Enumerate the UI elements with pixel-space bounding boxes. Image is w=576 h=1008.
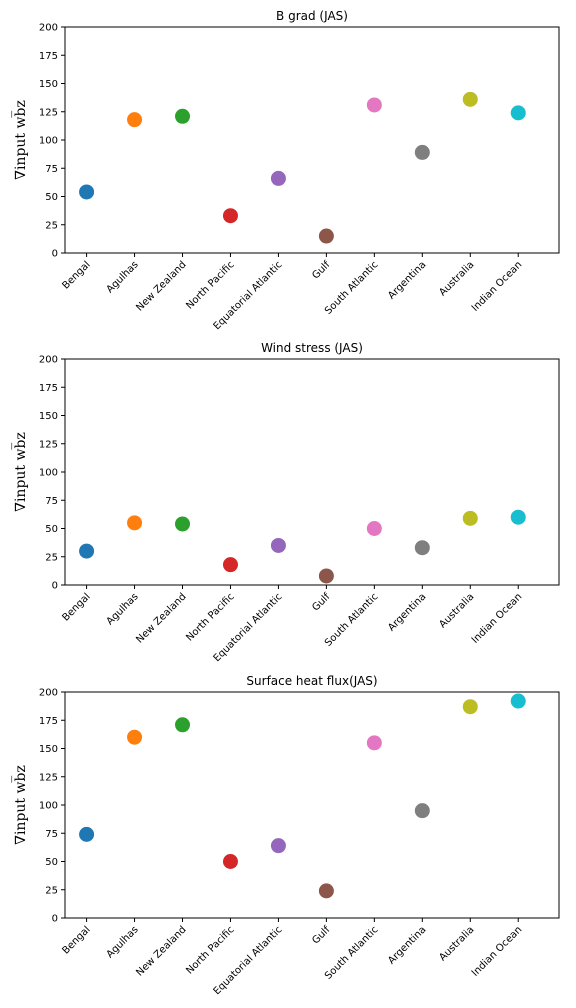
y-tick-label: 100 <box>39 468 58 479</box>
y-tick-label: 100 <box>39 801 58 812</box>
x-tick-label: Bengal <box>60 924 92 956</box>
data-point <box>127 729 143 745</box>
data-point <box>318 228 334 244</box>
data-point <box>175 717 191 733</box>
x-tick-label: Agulhas <box>105 591 141 627</box>
y-axis-label: ∇input wb̅z <box>10 100 29 180</box>
y-tick-label: 100 <box>39 136 58 147</box>
y-tick-label: 125 <box>39 107 58 118</box>
x-tick-label: Australia <box>437 924 476 963</box>
x-tick-label: Gulf <box>310 924 333 947</box>
chart-panel-2: Wind stress (JAS) ∇input wb̅z 0 25 50 75 100 12… <box>10 341 560 664</box>
data-point <box>270 838 286 854</box>
y-tick-label: 0 <box>52 914 58 925</box>
x-tick-label: Gulf <box>310 591 333 614</box>
data-point <box>79 826 95 842</box>
y-tick-label: 25 <box>45 552 58 563</box>
data-point <box>127 515 143 531</box>
y-tick-label: 75 <box>45 496 58 507</box>
y-tick-label: 175 <box>39 716 58 727</box>
data-point <box>175 108 191 124</box>
y-tick-label: 200 <box>39 23 58 34</box>
y-tick-label: 150 <box>39 744 58 755</box>
x-tick-label: Indian Ocean <box>470 259 524 313</box>
data-point <box>79 543 95 559</box>
y-tick-label: 0 <box>52 249 58 260</box>
data-point <box>175 516 191 532</box>
y-axis-label: ∇input wb̅z <box>10 432 29 512</box>
y-tick-label: 25 <box>45 220 58 231</box>
data-point <box>222 854 238 869</box>
x-tick-label: Agulhas <box>105 924 141 960</box>
data-point <box>510 693 526 709</box>
data-point <box>366 521 382 536</box>
data-point <box>510 509 526 525</box>
y-tick-label: 75 <box>45 829 58 840</box>
data-point <box>366 735 382 751</box>
data-point <box>462 91 478 107</box>
x-tick-label: Argentina <box>386 591 428 633</box>
chart-title: B grad (JAS) <box>276 9 348 23</box>
y-tick-label: 150 <box>39 79 58 90</box>
y-tick-label: 150 <box>39 411 58 422</box>
x-tick-label: Agulhas <box>105 259 141 295</box>
x-tick-label: Australia <box>437 591 476 630</box>
data-point <box>222 557 238 573</box>
data-point <box>414 540 430 556</box>
y-tick-label: 0 <box>52 581 58 592</box>
chart-panel-3: Surface heat flux(JAS) ∇input wb̅z 0 25 50 75… <box>10 674 560 997</box>
y-tick-label: 50 <box>45 524 58 535</box>
y-tick-label: 25 <box>45 885 58 896</box>
y-tick-label: 200 <box>39 688 58 699</box>
x-tick-label: Bengal <box>60 259 92 291</box>
x-tick-label: Argentina <box>386 259 428 301</box>
data-point <box>270 537 286 553</box>
y-tick-label: 125 <box>39 439 58 450</box>
data-point <box>462 699 478 715</box>
y-tick-label: 200 <box>39 355 58 366</box>
data-point <box>318 568 334 584</box>
x-tick-label: Argentina <box>386 924 428 966</box>
y-tick-label: 75 <box>45 164 58 175</box>
data-point <box>127 112 143 128</box>
x-tick-label: New Zealand <box>134 259 188 313</box>
y-tick-label: 50 <box>45 192 58 203</box>
chart-title: Surface heat flux(JAS) <box>246 674 377 688</box>
y-tick-label: 50 <box>45 857 58 868</box>
y-tick-label: 125 <box>39 772 58 783</box>
y-tick-label: 175 <box>39 383 58 394</box>
x-tick-label: New Zealand <box>134 924 188 978</box>
data-point <box>462 510 478 526</box>
data-point <box>270 170 286 186</box>
x-tick-label: North Pacific <box>184 591 236 643</box>
axes-frame <box>64 26 560 254</box>
x-tick-label: Indian Ocean <box>470 924 524 978</box>
x-tick-label: Indian Ocean <box>470 591 524 645</box>
data-point <box>366 97 382 113</box>
data-point <box>222 208 238 224</box>
x-tick-label: Bengal <box>60 591 92 623</box>
x-tick-label: North Pacific <box>184 924 236 976</box>
chart-panel-1: B grad (JAS) ∇input wb̅z 0 25 50 75 100 125 150 1… <box>10 9 560 332</box>
chart-title: Wind stress (JAS) <box>261 341 363 355</box>
x-tick-label: Gulf <box>310 259 333 282</box>
x-tick-label: Australia <box>437 259 476 298</box>
data-point <box>510 105 526 121</box>
data-point <box>414 144 430 160</box>
x-tick-label: New Zealand <box>134 591 188 645</box>
axes-frame <box>64 691 560 919</box>
x-tick-label: North Pacific <box>184 259 236 311</box>
y-axis-label: ∇input wb̅z <box>10 765 29 845</box>
axes-frame <box>64 358 560 586</box>
data-point <box>79 184 95 200</box>
y-tick-label: 175 <box>39 51 58 62</box>
data-point <box>318 883 334 899</box>
data-point <box>414 803 430 819</box>
